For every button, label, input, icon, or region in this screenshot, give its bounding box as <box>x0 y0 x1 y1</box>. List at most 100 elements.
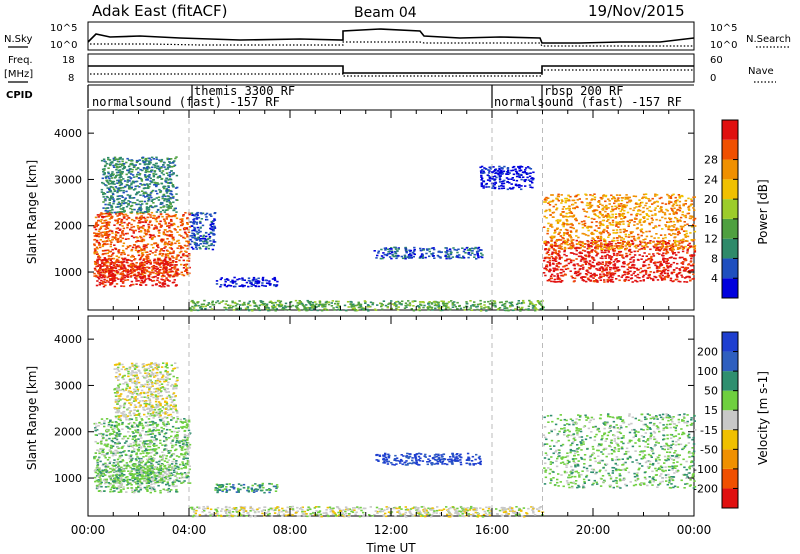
echo-cell <box>170 270 173 272</box>
echo-cell <box>167 263 170 265</box>
echo-cell <box>552 262 555 265</box>
echo-cell <box>121 168 125 170</box>
echo-cell <box>294 299 298 302</box>
echo-cell <box>485 182 488 185</box>
echo-cell <box>615 194 619 196</box>
echo-cell <box>606 279 609 281</box>
echo-cell <box>625 204 628 207</box>
echo-cell <box>480 185 483 187</box>
echo-cell <box>344 309 348 312</box>
echo-cell <box>101 253 104 256</box>
echo-cell <box>134 229 137 232</box>
echo-cell <box>121 171 124 173</box>
echo-cell <box>674 200 677 202</box>
echo-cell <box>103 172 106 175</box>
echo-cell <box>117 278 120 280</box>
echo-cell <box>636 213 639 215</box>
echo-cell <box>137 280 140 282</box>
echo-cell <box>205 212 209 215</box>
echo-cell <box>181 273 184 276</box>
echo-cell <box>604 255 607 257</box>
echo-cell <box>101 234 104 237</box>
echo-cell <box>151 269 154 272</box>
echo-cell <box>571 203 575 206</box>
echo-cell <box>198 246 201 249</box>
echo-cell <box>676 276 679 278</box>
echo-cell <box>100 159 104 162</box>
echo-cell <box>160 166 163 168</box>
echo-cell <box>546 279 549 282</box>
echo-cell <box>591 243 594 246</box>
echo-cell <box>557 262 560 265</box>
echo-cell <box>658 241 662 243</box>
echo-cell <box>468 249 471 252</box>
echo-cell <box>101 177 104 180</box>
echo-cell <box>139 273 142 276</box>
echo-cell <box>560 245 563 248</box>
echo-cell <box>131 168 134 171</box>
echo-cell <box>668 233 671 235</box>
echo-cell <box>614 205 617 208</box>
echo-cell <box>116 179 119 182</box>
echo-cell <box>161 282 165 284</box>
echo-cell <box>101 240 105 243</box>
echo-cell <box>126 226 129 229</box>
echo-cell <box>606 213 610 215</box>
echo-cell <box>99 220 102 223</box>
echo-cell <box>667 221 671 223</box>
echo-cell <box>642 231 645 234</box>
echo-cell <box>333 309 336 311</box>
echo-cell <box>599 235 603 238</box>
echo-cell <box>140 271 144 273</box>
echo-cell <box>693 209 696 211</box>
echo-cell <box>631 281 634 283</box>
echo-cell <box>590 242 593 244</box>
echo-cell <box>572 264 575 266</box>
echo-cell <box>619 231 622 234</box>
echo-cell <box>99 227 102 230</box>
echo-cell <box>577 243 580 245</box>
echo-cell <box>144 191 147 194</box>
echo-cell <box>390 257 393 260</box>
echo-cell <box>635 267 639 270</box>
echo-cell <box>147 275 151 278</box>
echo-cell <box>118 264 121 266</box>
echo-cell <box>106 180 109 183</box>
echo-cell <box>675 218 679 220</box>
echo-cell <box>689 261 693 263</box>
echo-cell <box>424 256 427 259</box>
echo-cell <box>647 242 650 244</box>
echo-cell <box>561 274 565 277</box>
echo-cell <box>624 248 627 251</box>
echo-cell <box>652 245 655 248</box>
echo-cell <box>268 308 271 311</box>
echo-cell <box>672 257 676 260</box>
echo-cell <box>122 249 125 252</box>
echo-cell <box>636 273 640 276</box>
echo-cell <box>196 309 200 312</box>
echo-cell <box>615 267 618 270</box>
echo-cell <box>599 196 602 199</box>
echo-cell <box>488 177 491 179</box>
echo-cell <box>180 250 183 253</box>
echo-cell <box>480 183 483 186</box>
echo-cell <box>605 215 609 217</box>
echo-cell <box>470 247 474 250</box>
echo-cell <box>606 253 609 256</box>
echo-cell <box>622 217 626 219</box>
echo-cell <box>192 307 196 309</box>
echo-cell <box>263 303 266 305</box>
echo-cell <box>111 192 115 195</box>
echo-cell <box>633 250 636 253</box>
echo-cell <box>112 157 115 160</box>
echo-cell <box>170 235 173 238</box>
echo-cell <box>461 247 464 249</box>
echo-cell <box>129 245 132 247</box>
echo-cell <box>105 179 108 182</box>
echo-cell <box>575 194 578 197</box>
echo-cell <box>123 217 126 219</box>
echo-cell <box>418 257 422 259</box>
echo-cell <box>616 266 620 269</box>
echo-cell <box>618 223 622 226</box>
echo-cell <box>639 267 643 270</box>
